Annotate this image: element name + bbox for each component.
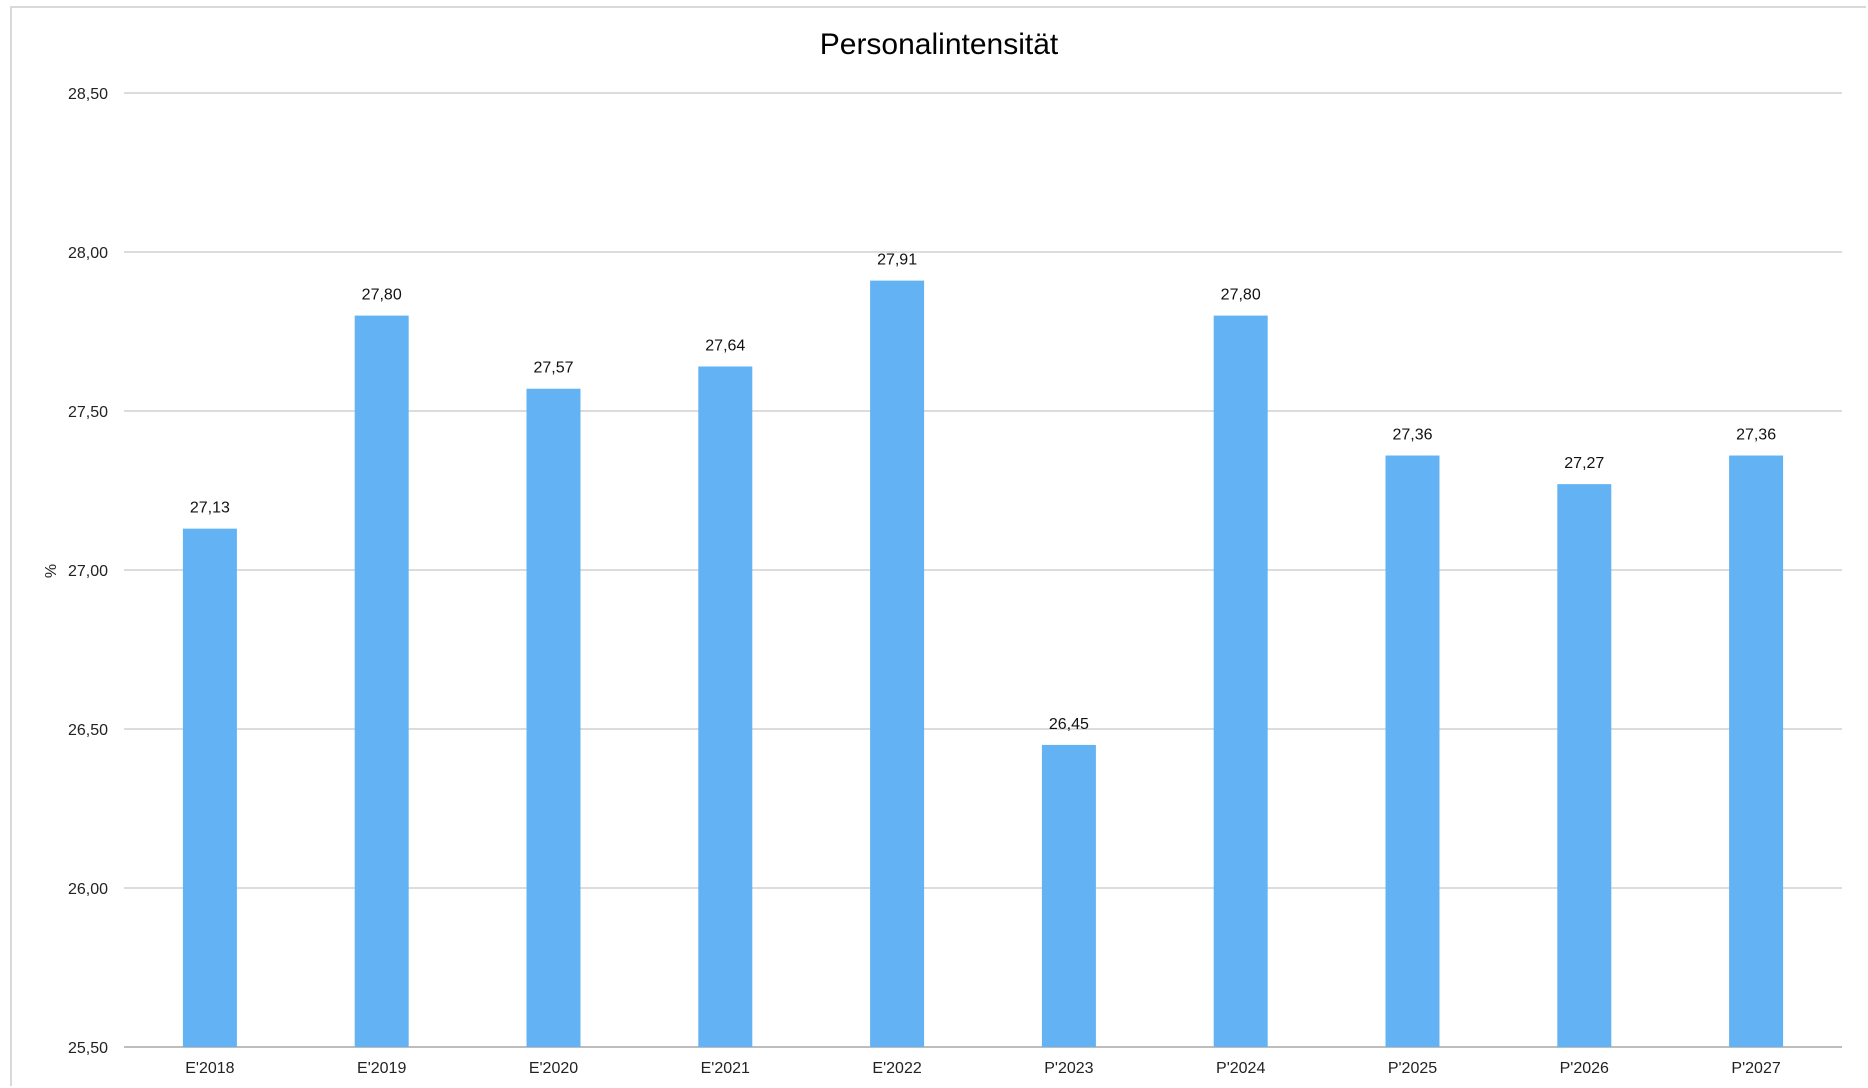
x-tick-label: E'2020 [529, 1060, 578, 1077]
x-tick-label: E'2022 [872, 1060, 921, 1077]
bar-E'2018 [182, 528, 237, 1047]
bar-P'2024 [1213, 315, 1268, 1048]
data-label: 27,27 [1564, 455, 1604, 472]
y-axis-label: % [43, 564, 60, 578]
data-label: 27,36 [1736, 427, 1776, 444]
data-label: 27,64 [705, 337, 745, 354]
bar-P'2023 [1041, 744, 1096, 1047]
y-tick-label: 28,00 [68, 245, 108, 262]
bar-P'2025 [1385, 455, 1440, 1047]
y-axis-ticks: 25,50 26,00 26,50 27,00 27,50 28,00 28,50 [68, 86, 108, 1057]
data-labels: 27,13 27,80 27,57 27,64 27,91 26,45 27,80 27,36… [190, 252, 1776, 733]
data-label: 27,91 [877, 252, 917, 269]
data-label: 27,80 [1221, 287, 1261, 304]
bar-P'2026 [1557, 484, 1612, 1047]
data-label: 27,57 [533, 360, 573, 377]
bar-E'2019 [354, 315, 409, 1048]
y-tick-label: 26,00 [68, 881, 108, 898]
data-label: 27,80 [362, 287, 402, 304]
x-axis-ticks: E'2018 E'2019 E'2020 E'2021 E'2022 P'2023 P'20… [185, 1060, 1781, 1077]
x-tick-label: E'2019 [357, 1060, 406, 1077]
x-tick-label: P'2023 [1044, 1060, 1093, 1077]
data-label: 27,13 [190, 500, 230, 517]
y-tick-label: 27,50 [68, 404, 108, 421]
data-label: 27,36 [1392, 427, 1432, 444]
chart-frame [10, 6, 1866, 1086]
x-tick-label: E'2021 [701, 1060, 750, 1077]
y-tick-label: 26,50 [68, 722, 108, 739]
bar-E'2021 [698, 366, 753, 1048]
x-tick-label: P'2026 [1560, 1060, 1609, 1077]
y-tick-label: 25,50 [68, 1040, 108, 1057]
gridlines [124, 92, 1842, 1048]
chart-title: Personalintensität [820, 28, 1059, 61]
y-tick-label: 28,50 [68, 86, 108, 103]
bar-E'2022 [870, 280, 925, 1047]
x-tick-label: E'2018 [185, 1060, 234, 1077]
x-tick-label: P'2025 [1388, 1060, 1437, 1077]
x-tick-label: P'2027 [1731, 1060, 1780, 1077]
data-label: 26,45 [1049, 716, 1089, 733]
bars [182, 280, 1784, 1048]
bar-E'2020 [526, 388, 581, 1047]
y-tick-label: 27,00 [68, 563, 108, 580]
x-tick-label: P'2024 [1216, 1060, 1265, 1077]
bar-P'2027 [1729, 455, 1784, 1047]
